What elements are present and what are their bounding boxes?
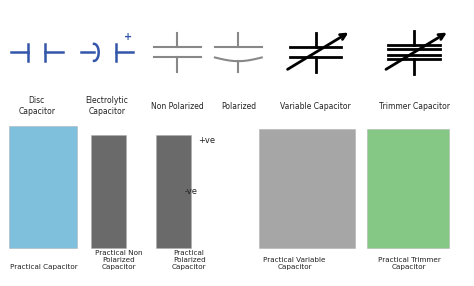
Bar [9, 126, 77, 248]
Text: Practical
Polarized
Capacitor: Practical Polarized Capacitor [172, 251, 207, 271]
Bar [367, 129, 449, 248]
Text: Disc
Capacitor: Disc Capacitor [18, 96, 55, 116]
Text: Polarized: Polarized [221, 102, 256, 111]
Text: Practical Non
Polarized
Capacitor: Practical Non Polarized Capacitor [95, 251, 143, 271]
Text: +: + [124, 32, 132, 42]
Text: Electrolytic
Capacitor: Electrolytic Capacitor [86, 96, 128, 116]
Text: Practical Variable
Capacitor: Practical Variable Capacitor [263, 257, 326, 271]
Text: Non Polarized: Non Polarized [151, 102, 204, 111]
Text: Practical Trimmer
Capacitor: Practical Trimmer Capacitor [378, 257, 441, 271]
Text: +ve: +ve [199, 136, 216, 145]
Bar [91, 134, 126, 248]
Text: Trimmer Capacitor: Trimmer Capacitor [379, 102, 449, 111]
Bar [259, 129, 356, 248]
Text: Variable Capacitor: Variable Capacitor [280, 102, 351, 111]
Bar [156, 134, 191, 248]
Text: Practical Capacitor: Practical Capacitor [10, 265, 78, 271]
Text: -ve: -ve [184, 187, 198, 196]
